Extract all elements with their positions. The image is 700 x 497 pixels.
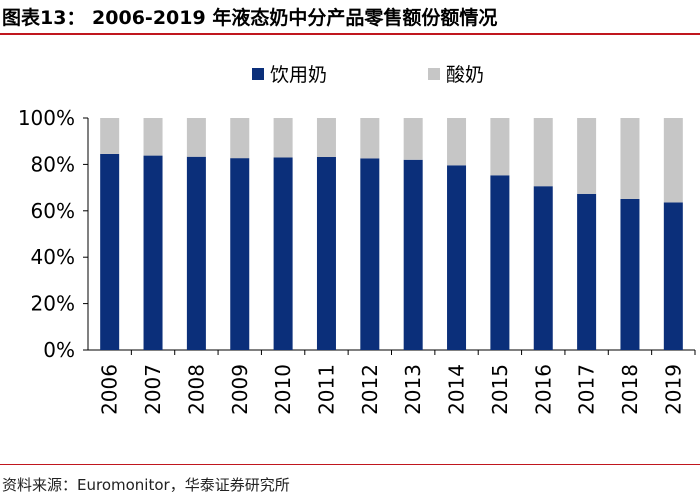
y-tick-label: 100% [18,106,75,130]
x-tick-label: 2009 [228,364,252,415]
x-tick-label: 2019 [661,364,685,415]
figure-title: 图表13： 2006-2019 年液态奶中分产品零售额份额情况 [2,7,498,29]
bar-series2 [403,118,423,160]
bar-series1 [663,202,683,350]
title-divider [0,33,700,35]
x-tick-label: 2012 [358,364,382,415]
bar-series2 [360,118,380,159]
source-note: 资料来源：Euromonitor，华泰证券研究所 [2,476,290,494]
y-tick-label: 60% [31,199,75,223]
bar-series2 [663,118,683,203]
bar-series1 [186,156,206,350]
figure-title-bar: 图表13： 2006-2019 年液态奶中分产品零售额份额情况 [0,0,700,34]
x-tick-label: 2010 [271,364,295,415]
x-tick-label: 2017 [575,364,599,415]
bar-series1 [577,193,597,350]
bar-series2 [316,118,336,157]
bar-series2 [533,118,553,187]
bar-series1 [143,155,163,350]
bar-series2 [620,118,640,199]
y-tick-label: 80% [31,152,75,176]
bar-series1 [360,158,380,350]
legend-swatch-series2 [428,67,440,80]
x-tick-label: 2014 [445,364,469,415]
bar-series2 [230,118,250,159]
x-tick-label: 2011 [314,364,338,415]
x-tick-label: 2006 [98,364,122,415]
bar-series1 [533,186,553,350]
x-tick-label: 2015 [488,364,512,415]
y-tick-label: 20% [31,292,75,316]
x-tick-label: 2008 [184,364,208,415]
y-tick-label: 40% [31,245,75,269]
bar-series2 [143,118,163,156]
x-tick-label: 2018 [618,364,642,415]
bar-series2 [100,118,120,154]
legend-item-series1: 饮用奶 [252,60,327,87]
legend-item-series2: 酸奶 [428,60,484,87]
chart-legend: 饮用奶 酸奶 [0,60,700,87]
bar-series1 [403,159,423,350]
footer-divider [0,464,700,465]
legend-swatch-series1 [252,67,264,80]
bar-series1 [273,157,293,350]
bar-series1 [230,158,250,350]
x-tick-label: 2013 [401,364,425,415]
legend-label-series1: 饮用奶 [270,64,328,86]
x-tick-label: 2016 [531,364,555,415]
bar-series1 [620,198,640,350]
y-tick-label: 0% [43,338,75,362]
x-tick-label: 2007 [141,364,165,415]
bar-series1 [316,156,336,350]
bar-series2 [490,118,510,176]
bar-series2 [447,118,467,166]
legend-label-series2: 酸奶 [446,64,485,86]
bar-series2 [577,118,597,194]
bar-series1 [447,165,467,350]
bar-series1 [100,153,120,350]
bar-series1 [490,175,510,350]
bar-series2 [273,118,293,158]
bar-series2 [186,118,206,157]
